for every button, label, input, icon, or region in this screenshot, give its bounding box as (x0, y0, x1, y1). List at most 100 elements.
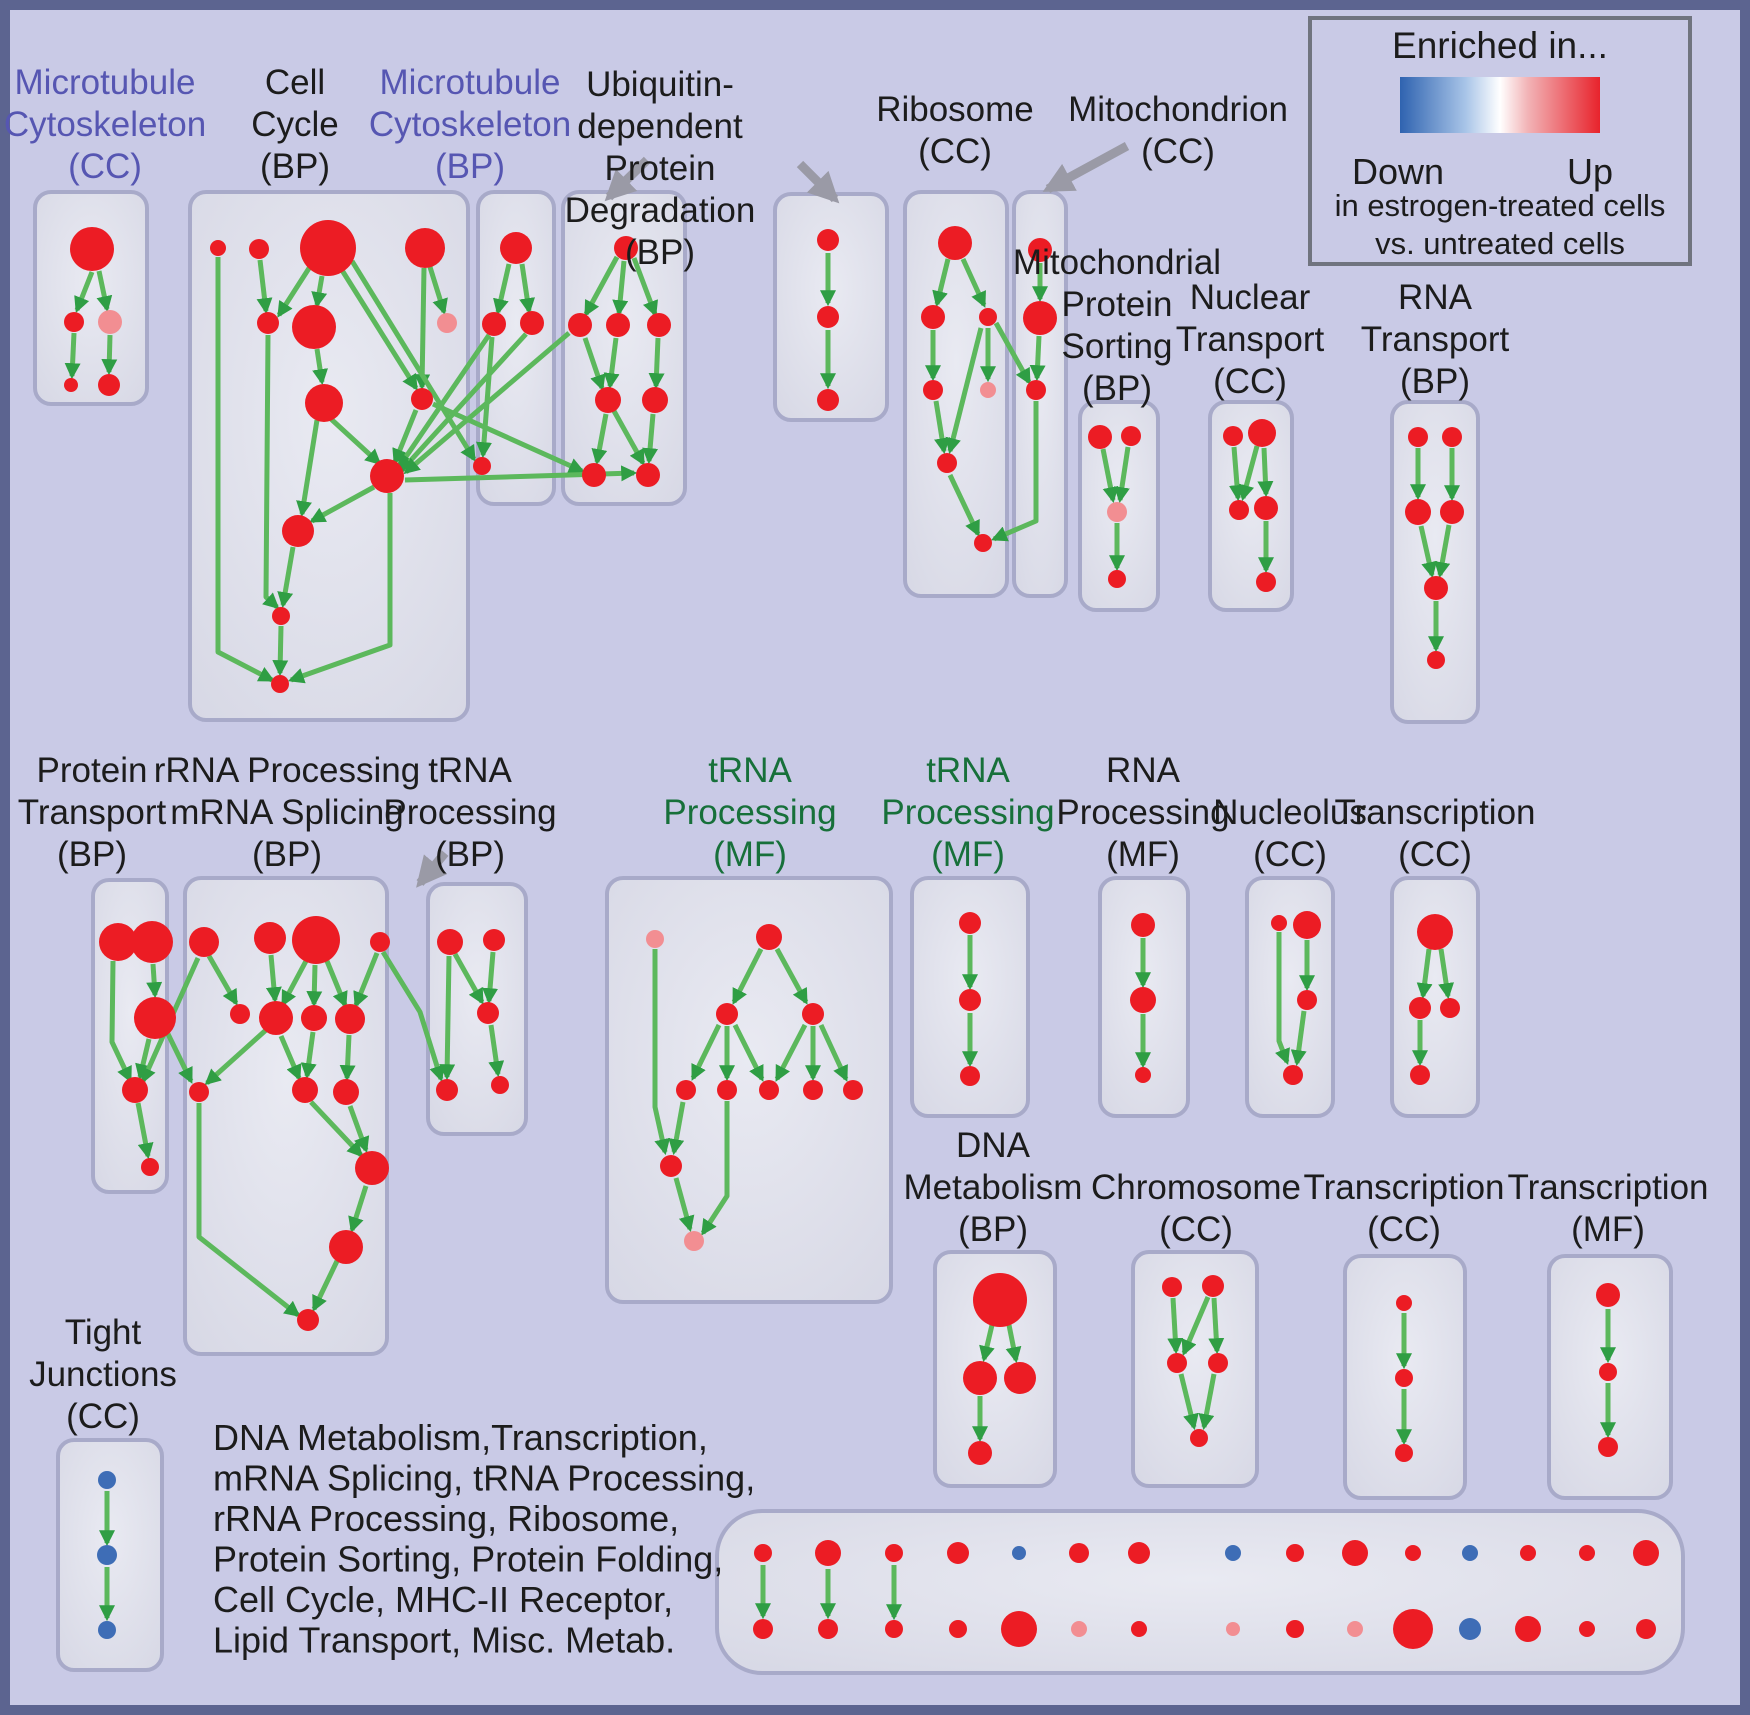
edge-arrow-microtubule-cytoskeleton-bp (519, 263, 536, 315)
label-mitochondrion-cc: Mitochondrion (CC) (1068, 90, 1288, 171)
node-blue-tight-junctions-cc (98, 1471, 116, 1489)
edge-arrow-cell-cycle-bp (287, 493, 393, 684)
edge-arrow-nuclear-transport-cc (1229, 446, 1245, 502)
node-red-shared-terms (947, 1542, 969, 1564)
edge-arrow-cell-cycle-bp (396, 333, 492, 470)
node-red-trna-processing-mf-main (716, 1003, 738, 1025)
edge-arrow-cell-cycle-bp (337, 265, 419, 391)
label-rna-processing-mf-line: RNA (1106, 751, 1181, 790)
label-protein-transport-bp-line: Transport (18, 793, 167, 832)
edge-arrow-chromosome-cc (1167, 1297, 1184, 1355)
node-red-protein-transport-bp (99, 923, 137, 961)
node-red-microtubule-cytoskeleton-bp (473, 457, 491, 475)
label-transcription-mf: Transcription (MF) (1508, 1168, 1709, 1249)
label-tight-junctions-cc-line: Tight (65, 1313, 142, 1352)
edge-arrow-rrna-processing-mrna-splicing-bp (347, 1105, 370, 1154)
label-nuclear-transport-cc-line: Nuclear (1190, 278, 1311, 317)
legend-title: Enriched in... (1392, 25, 1608, 66)
edge-arrow-ubiquitin-degradation-bp-1 (631, 257, 658, 317)
node-red-rrna-processing-mrna-splicing-bp (292, 1077, 318, 1103)
label-microtubule-cytoskeleton-cc-line: (CC) (68, 147, 142, 186)
node-red-nuclear-transport-cc (1223, 426, 1243, 446)
label-transcription-cc-lower-line: Transcription (1304, 1168, 1505, 1207)
edge-arrow-protein-transport-bp (135, 1102, 154, 1160)
edge-arrow-microtubule-cytoskeleton-cc (74, 271, 95, 313)
node-blue-shared-terms (1462, 1545, 1478, 1561)
node-red-chromosome-cc (1167, 1353, 1187, 1373)
edge-arrow-cell-cycle-bp (277, 546, 296, 609)
label-cell-cycle-bp-line: Cycle (251, 105, 339, 144)
edge-arrow-microtubule-cytoskeleton-bp (493, 263, 512, 316)
label-transcription-cc-upper-line: (CC) (1398, 835, 1472, 874)
edge-arrow-trna-processing-mf-main (732, 1023, 765, 1082)
node-red-transcription-mf (1596, 1283, 1620, 1307)
label-chromosome-cc: Chromosome (CC) (1091, 1168, 1301, 1249)
node-red-protein-transport-bp (141, 1158, 159, 1176)
node-red-rna-processing-mf (1135, 1067, 1151, 1083)
label-chromosome-cc-line: Chromosome (1091, 1168, 1301, 1207)
node-red-rrna-processing-mrna-splicing-bp (189, 1082, 209, 1102)
node-red-ribosome-cc (979, 308, 997, 326)
node-red-rrna-processing-mrna-splicing-bp (335, 1004, 365, 1034)
edge-arrow-microtubule-cytoskeleton-cc (64, 332, 81, 380)
label-ubiquitin-degradation-bp-line: (BP) (625, 233, 695, 272)
edge-arrow-chromosome-cc (1208, 1297, 1225, 1355)
node-red-trna-processing-mf-2 (959, 989, 981, 1011)
group-box-microtubule-cytoskeleton-cc (33, 190, 149, 406)
edge-arrow-microtubule-cytoskeleton-cc (96, 270, 113, 313)
node-red-microtubule-cytoskeleton-bp (482, 312, 506, 336)
edge-arrow-ribosome-cc (932, 258, 951, 308)
edge-arrow-protein-transport-bp (146, 963, 163, 999)
node-blue-tight-junctions-cc (97, 1545, 117, 1565)
edge-arrow-cell-cycle-bp (329, 417, 382, 466)
node-red-shared-terms (1579, 1545, 1595, 1561)
label-tight-junctions-cc-line: (CC) (66, 1397, 140, 1436)
node-red-dna-metabolism-bp (1004, 1362, 1036, 1394)
node-red-microtubule-cytoskeleton-cc (64, 378, 78, 392)
node-red-rrna-processing-mrna-splicing-bp (329, 1230, 363, 1264)
edge-arrow-cell-cycle-bp (296, 419, 320, 518)
node-red-ubiquitin-degradation-bp-1 (614, 236, 638, 260)
node-red-mitochondrion-cc (1023, 301, 1057, 335)
legend-subtitle-2-line: vs. untreated cells (1375, 226, 1625, 261)
legend-gradient-bar (1400, 77, 1600, 133)
edge-arrow-protein-transport-bp (109, 960, 133, 1083)
label-rrna-mrna-bp-line: (BP) (252, 835, 322, 874)
node-red-chromosome-cc (1202, 1275, 1224, 1297)
edge-arrow-rrna-processing-mrna-splicing-bp (311, 1259, 340, 1312)
label-protein-transport-bp-line: Protein (37, 751, 148, 790)
edge-arrow-rrna-processing-mrna-splicing-bp (309, 1100, 364, 1158)
node-pink-trna-processing-mf-main (646, 930, 664, 948)
group-box-transcription-cc-upper (1390, 876, 1480, 1118)
edge-arrow-trna-processing-bp (482, 951, 499, 1005)
label-trna-processing-bp-line: tRNA (428, 751, 512, 790)
edge-arrow-trna-processing-mf-main (731, 947, 764, 1005)
label-microtubule-cytoskeleton-bp-line: Cytoskeleton (369, 105, 571, 144)
node-red-nucleolus-cc (1271, 915, 1287, 931)
node-red-shared-terms (1131, 1621, 1147, 1637)
label-ubiquitin-degradation-bp-line: Ubiquitin- (586, 65, 734, 104)
edge-arrow-rrna-processing-mrna-splicing-bp (278, 1035, 302, 1081)
label-microtubule-cytoskeleton-bp-line: Microtubule (380, 63, 561, 102)
node-red-ubiquitin-degradation-bp-1 (568, 313, 592, 337)
legend-title-line: Enriched in... (1392, 25, 1608, 66)
edge-arrow-rna-transport-bp (1434, 524, 1452, 579)
node-red-rrna-processing-mrna-splicing-bp (259, 1001, 293, 1035)
edge-arrow-nuclear-transport-cc (1238, 445, 1260, 502)
node-red-nuclear-transport-cc (1248, 419, 1276, 447)
node-red-protein-transport-bp (131, 921, 173, 963)
node-red-shared-terms (885, 1544, 903, 1562)
label-transcription-cc-upper: Transcription (CC) (1335, 793, 1536, 874)
node-red-rrna-processing-mrna-splicing-bp (292, 916, 340, 964)
label-dna-metabolism-bp-line: (BP) (958, 1210, 1028, 1249)
edge-arrow-cell-cycle-bp (309, 484, 376, 524)
node-red-shared-terms (1128, 1542, 1150, 1564)
label-dna-metabolism-bp-line: DNA (956, 1126, 1031, 1165)
node-red-microtubule-cytoskeleton-bp (520, 311, 544, 335)
group-box-trna-processing-mf-main (605, 876, 893, 1304)
edge-arrow-nucleolus-cc (1274, 932, 1290, 1065)
label-ribosome-cc-line: (CC) (918, 132, 992, 171)
label-cell-cycle-bp: Cell Cycle (BP) (251, 63, 339, 186)
node-pink-microtubule-cytoskeleton-cc (98, 310, 122, 334)
node-red-mitochondrion-cc (1026, 380, 1046, 400)
